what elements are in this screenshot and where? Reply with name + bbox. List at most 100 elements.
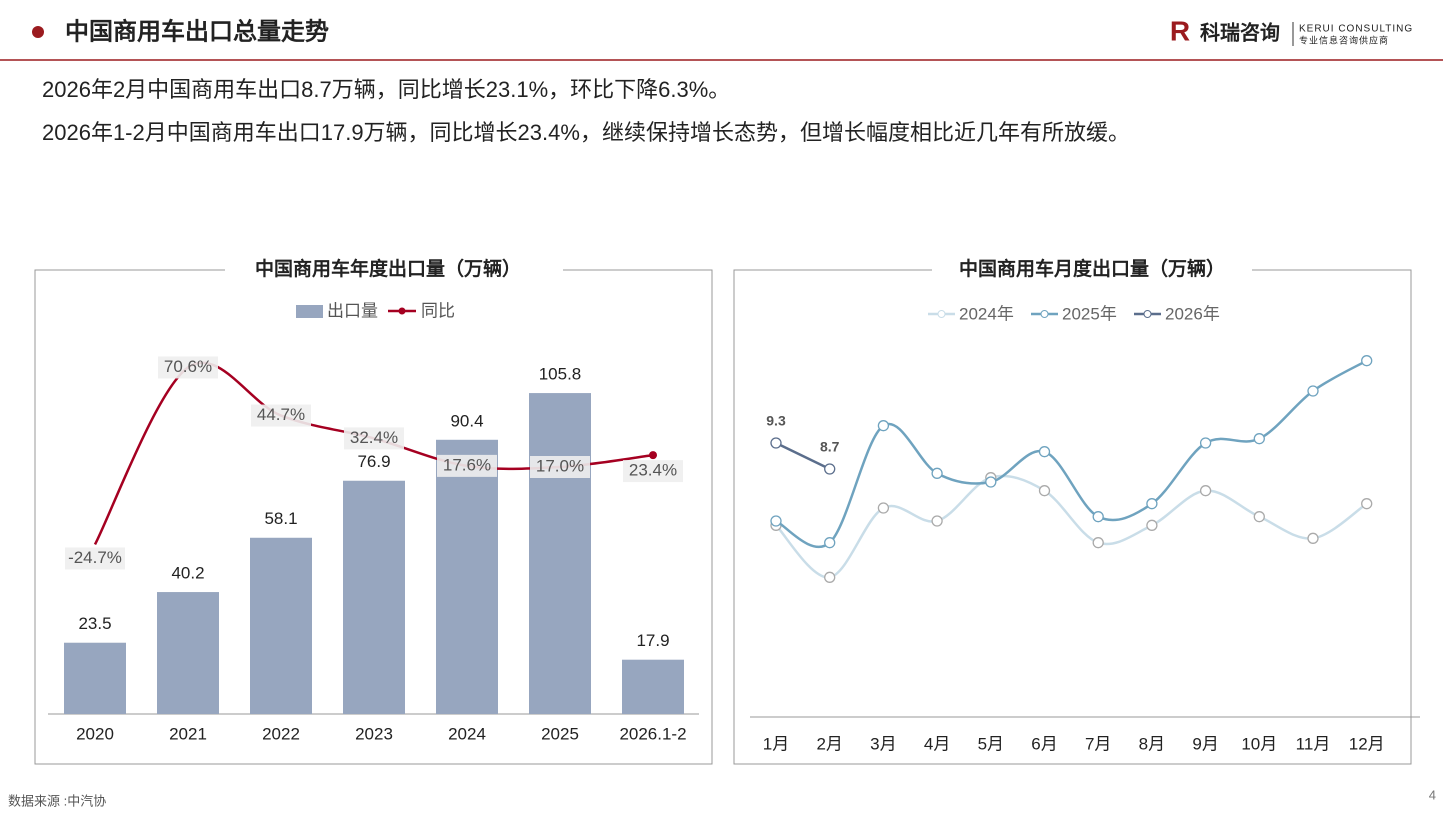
line-marker xyxy=(1146,498,1158,510)
line-marker xyxy=(770,437,782,449)
bar-label: 58.1 xyxy=(264,509,297,528)
x-tick-label: 3月 xyxy=(870,734,896,753)
logo-en: KERUI CONSULTING xyxy=(1299,24,1413,35)
bar xyxy=(529,393,591,714)
line-marker xyxy=(1092,537,1104,549)
x-tick-label: 7月 xyxy=(1085,734,1111,753)
line-marker xyxy=(877,420,890,432)
label-box xyxy=(623,460,683,483)
line-marker xyxy=(1307,385,1319,397)
bar xyxy=(64,642,126,714)
chart-frame xyxy=(733,269,1412,765)
x-tick-label: 12月 xyxy=(1349,734,1385,753)
line-marker xyxy=(824,463,836,475)
x-tick-label: 2025 xyxy=(541,724,579,743)
x-tick-label: 6月 xyxy=(1031,734,1057,753)
bar xyxy=(343,480,405,714)
point-label: 8.7 xyxy=(820,439,840,455)
line-marker xyxy=(1038,446,1051,458)
line-marker xyxy=(649,451,657,460)
bar-label: 90.4 xyxy=(450,411,483,430)
page-number: 4 xyxy=(1429,787,1436,802)
legend-marker xyxy=(398,307,406,315)
line-label: 70.6% xyxy=(164,357,212,376)
line-marker xyxy=(931,467,943,479)
legend-marker xyxy=(1040,310,1049,318)
line-marker xyxy=(877,502,890,514)
line-label: 44.7% xyxy=(257,405,305,424)
bar-label: 23.5 xyxy=(78,614,111,633)
source: 数据来源 :中汽协 xyxy=(8,793,106,808)
legend-label: 同比 xyxy=(421,301,455,320)
point-label: 9.3 xyxy=(766,413,786,429)
x-tick-label: 2月 xyxy=(816,734,842,753)
line-marker xyxy=(1038,485,1051,497)
logo-mark: R xyxy=(1170,15,1190,46)
x-tick-label: 8月 xyxy=(1139,734,1165,753)
line-marker xyxy=(1146,519,1158,531)
x-tick-label: 10月 xyxy=(1241,734,1277,753)
label-box xyxy=(530,456,590,478)
slide-title: 中国商用车出口总量走势 xyxy=(65,17,329,45)
line-marker xyxy=(1361,498,1373,510)
bar-label: 76.9 xyxy=(357,452,390,471)
label-box xyxy=(158,356,218,379)
line-marker xyxy=(1199,437,1212,449)
x-tick-label: 4月 xyxy=(924,734,950,753)
bar-label: 40.2 xyxy=(171,564,204,583)
line-marker xyxy=(1361,355,1373,367)
title-gap xyxy=(225,258,563,282)
line-marker xyxy=(1253,433,1265,445)
bar xyxy=(250,537,312,714)
bar xyxy=(622,659,684,714)
line-label: 17.0% xyxy=(536,456,584,475)
legend-label: 2026年 xyxy=(1165,304,1220,323)
line-label: 23.4% xyxy=(629,461,677,480)
title-gap xyxy=(932,258,1252,282)
line-marker xyxy=(1199,485,1212,497)
x-tick-label: 2022 xyxy=(262,724,300,743)
line-label: 17.6% xyxy=(443,455,491,474)
bar-label: 105.8 xyxy=(539,365,582,384)
line-marker xyxy=(824,571,836,583)
x-tick-label: 2020 xyxy=(76,724,114,743)
legend-swatch xyxy=(296,305,323,318)
line-marker xyxy=(1092,511,1104,523)
x-tick-label: 2023 xyxy=(355,724,393,743)
logo-name: 科瑞咨询 xyxy=(1200,20,1280,44)
line-marker xyxy=(1253,511,1265,523)
line-label: -24.7% xyxy=(68,548,122,567)
x-tick-label: 11月 xyxy=(1296,734,1331,753)
legend-label: 出口量 xyxy=(327,301,378,320)
x-tick-label: 2021 xyxy=(169,724,207,743)
line-marker xyxy=(824,537,836,549)
label-box xyxy=(251,404,311,427)
legend-label: 2025年 xyxy=(1062,304,1117,323)
legend-label: 2024年 xyxy=(959,304,1014,323)
legend-marker xyxy=(1143,310,1152,318)
x-tick-label: 2026.1-2 xyxy=(619,724,686,743)
chart-title: 中国商用车年度出口量（万辆） xyxy=(255,257,521,280)
bar xyxy=(436,439,498,714)
bar-label: 17.9 xyxy=(636,631,669,650)
line-marker xyxy=(931,515,943,527)
x-tick-label: 2024 xyxy=(448,724,486,743)
x-tick-label: 5月 xyxy=(978,734,1004,753)
x-tick-label: 1月 xyxy=(763,734,789,753)
summary-line: 2026年1-2月中国商用车出口17.9万辆，同比增长23.4%，继续保持增长态… xyxy=(42,120,1130,145)
line-marker xyxy=(770,515,782,527)
line xyxy=(775,474,1368,579)
x-tick-label: 9月 xyxy=(1192,734,1218,753)
line-marker xyxy=(1307,532,1319,544)
title-dot xyxy=(32,26,44,38)
label-box xyxy=(437,454,497,477)
line-marker xyxy=(985,476,997,488)
chart-title: 中国商用车月度出口量（万辆） xyxy=(959,257,1225,280)
logo-tagline: 专业信息咨询供应商 xyxy=(1299,34,1389,45)
line-label: 32.4% xyxy=(350,428,398,447)
bar xyxy=(157,592,219,714)
label-box xyxy=(344,427,404,450)
summary-line: 2026年2月中国商用车出口8.7万辆，同比增长23.1%，环比下降6.3%。 xyxy=(42,77,730,102)
legend-marker xyxy=(937,310,946,318)
